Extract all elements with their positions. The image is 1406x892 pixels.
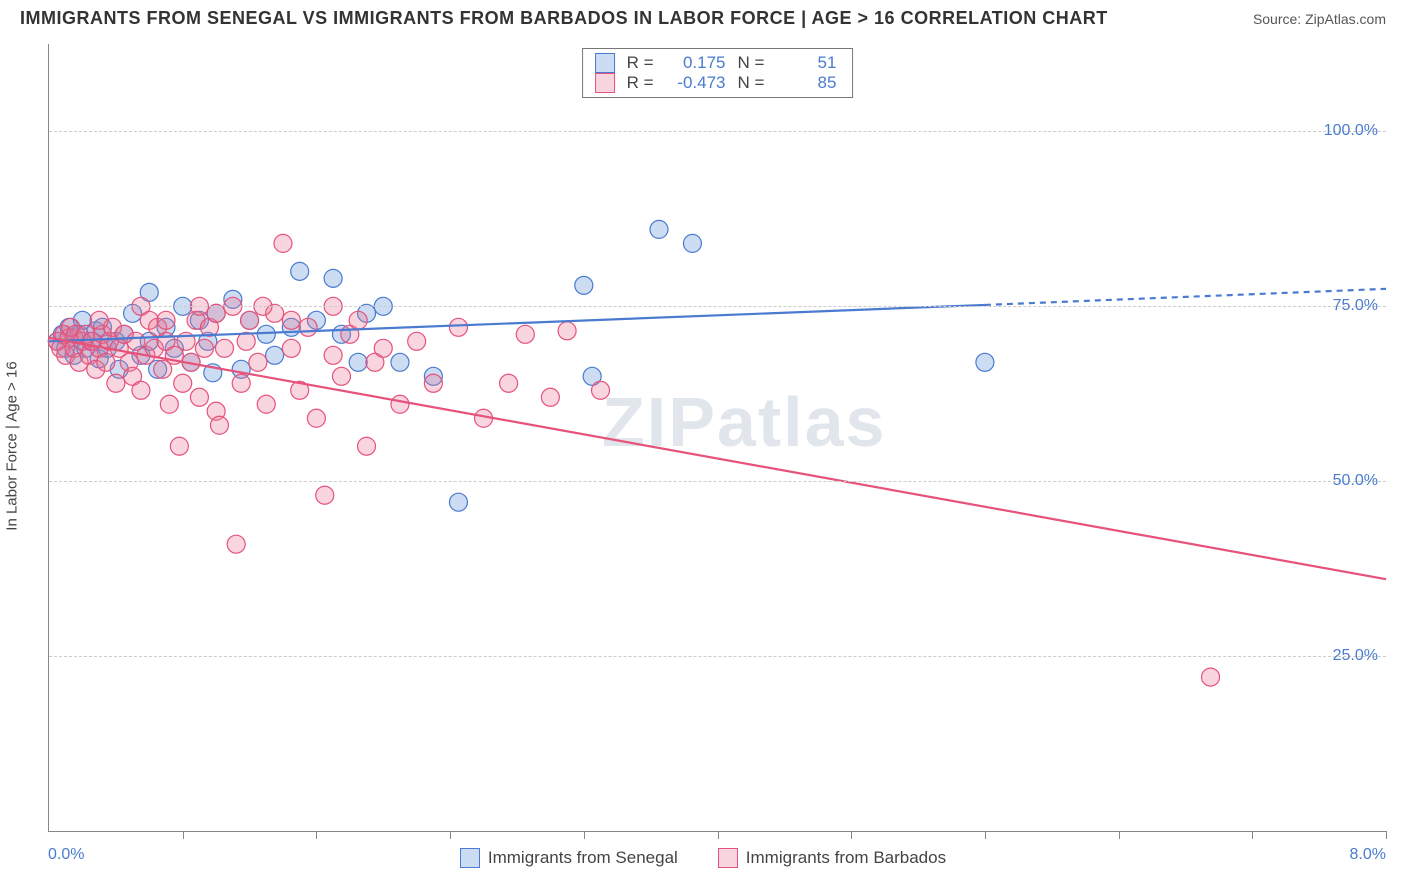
data-point <box>249 353 267 371</box>
stats-row-series-1: R = -0.473 N = 85 <box>595 73 837 93</box>
data-point <box>976 353 994 371</box>
data-point <box>174 374 192 392</box>
trend-line-extrapolated <box>985 289 1386 305</box>
data-point <box>575 276 593 294</box>
grid-line-h <box>49 306 1386 307</box>
source-label: Source: ZipAtlas.com <box>1253 11 1386 27</box>
grid-line-h <box>49 131 1386 132</box>
data-point <box>349 353 367 371</box>
legend-label: Immigrants from Barbados <box>746 848 946 868</box>
data-point <box>332 367 350 385</box>
data-point <box>210 416 228 434</box>
y-tick-label: 25.0% <box>1333 647 1378 665</box>
chart-plot-area: R = 0.175 N = 51 R = -0.473 N = 85 ZIPat… <box>48 44 1386 832</box>
data-point <box>232 374 250 392</box>
grid-line-h <box>49 656 1386 657</box>
x-tick <box>450 831 451 839</box>
data-point <box>324 346 342 364</box>
data-point <box>374 339 392 357</box>
data-point <box>500 374 518 392</box>
y-tick-label: 50.0% <box>1333 472 1378 490</box>
data-point <box>408 332 426 350</box>
data-point <box>170 437 188 455</box>
data-point <box>358 437 376 455</box>
x-tick <box>183 831 184 839</box>
data-point <box>97 353 115 371</box>
data-point <box>107 374 125 392</box>
x-tick <box>584 831 585 839</box>
data-point <box>650 220 668 238</box>
data-point <box>190 388 208 406</box>
data-point <box>541 388 559 406</box>
stats-row-series-0: R = 0.175 N = 51 <box>595 53 837 73</box>
data-point <box>324 269 342 287</box>
data-point <box>449 318 467 336</box>
n-label: N = <box>738 53 765 73</box>
r-value: -0.473 <box>666 73 726 93</box>
data-point <box>516 325 534 343</box>
data-point <box>391 395 409 413</box>
data-point <box>291 262 309 280</box>
stats-legend-box: R = 0.175 N = 51 R = -0.473 N = 85 <box>582 48 854 98</box>
data-point <box>157 311 175 329</box>
legend-item-1: Immigrants from Barbados <box>718 848 946 868</box>
y-tick-label: 100.0% <box>1324 122 1378 140</box>
data-point <box>558 322 576 340</box>
bottom-legend: Immigrants from Senegal Immigrants from … <box>0 848 1406 868</box>
chart-title: IMMIGRANTS FROM SENEGAL VS IMMIGRANTS FR… <box>20 8 1108 29</box>
r-value: 0.175 <box>666 53 726 73</box>
x-tick <box>851 831 852 839</box>
data-point <box>449 493 467 511</box>
x-tick <box>1252 831 1253 839</box>
swatch-icon <box>460 848 480 868</box>
data-point <box>391 353 409 371</box>
swatch-icon <box>595 53 615 73</box>
data-point <box>257 325 275 343</box>
data-point <box>160 395 178 413</box>
data-point <box>237 332 255 350</box>
data-point <box>307 409 325 427</box>
x-tick <box>1386 831 1387 839</box>
swatch-icon <box>718 848 738 868</box>
data-point <box>592 381 610 399</box>
data-point <box>241 311 259 329</box>
legend-label: Immigrants from Senegal <box>488 848 678 868</box>
data-point <box>227 535 245 553</box>
data-point <box>683 234 701 252</box>
swatch-icon <box>595 73 615 93</box>
r-label: R = <box>627 73 654 93</box>
data-point <box>282 339 300 357</box>
grid-line-h <box>49 481 1386 482</box>
data-point <box>132 381 150 399</box>
x-tick <box>316 831 317 839</box>
n-value: 51 <box>776 53 836 73</box>
data-point <box>299 318 317 336</box>
data-point <box>424 374 442 392</box>
x-tick <box>718 831 719 839</box>
data-point <box>282 311 300 329</box>
y-tick-label: 75.0% <box>1333 297 1378 315</box>
data-point <box>349 311 367 329</box>
x-tick <box>985 831 986 839</box>
data-point <box>90 311 108 329</box>
scatter-svg <box>49 44 1386 831</box>
data-point <box>316 486 334 504</box>
data-point <box>274 234 292 252</box>
trend-line <box>49 338 1386 579</box>
data-point <box>257 395 275 413</box>
r-label: R = <box>627 53 654 73</box>
data-point <box>195 339 213 357</box>
legend-item-0: Immigrants from Senegal <box>460 848 678 868</box>
x-tick <box>1119 831 1120 839</box>
n-value: 85 <box>776 73 836 93</box>
data-point <box>1202 668 1220 686</box>
data-point <box>266 346 284 364</box>
n-label: N = <box>738 73 765 93</box>
y-axis-label: In Labor Force | Age > 16 <box>4 361 21 530</box>
data-point <box>215 339 233 357</box>
